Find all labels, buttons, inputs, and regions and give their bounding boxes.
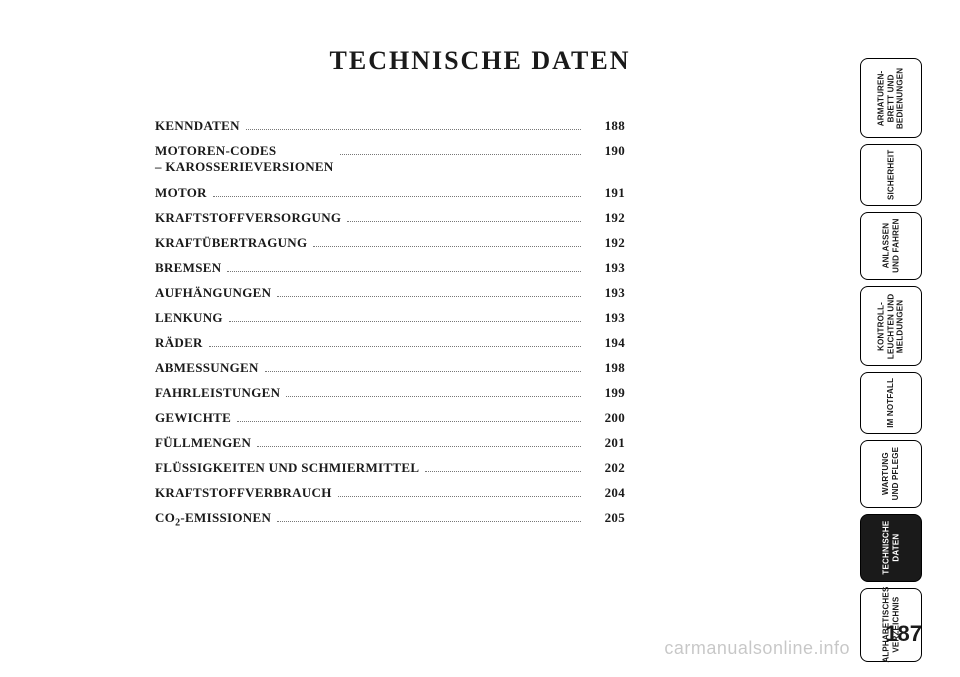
- section-tab[interactable]: SICHERHEIT: [860, 144, 922, 206]
- toc-leader: [313, 236, 581, 246]
- toc-row: FLÜSSIGKEITEN UND SCHMIERMITTEL 202: [155, 460, 625, 476]
- toc-page-number: 199: [587, 385, 625, 401]
- toc-row: LENKUNG 193: [155, 310, 625, 326]
- toc-page-number: 188: [587, 118, 625, 134]
- toc-leader: [338, 486, 581, 496]
- toc-page-number: 193: [587, 260, 625, 276]
- table-of-contents: KENNDATEN 188 MOTOREN-CODES – KAROSSERIEVE…: [155, 118, 625, 535]
- toc-row: KRAFTSTOFFVERBRAUCH 204: [155, 485, 625, 501]
- toc-label: KRAFTÜBERTRAGUNG: [155, 235, 307, 251]
- toc-page-number: 205: [587, 510, 625, 526]
- toc-leader: [347, 211, 581, 221]
- toc-row: BREMSEN 193: [155, 260, 625, 276]
- section-tab[interactable]: IM NOTFALL: [860, 372, 922, 434]
- toc-row: KRAFTÜBERTRAGUNG 192: [155, 235, 625, 251]
- toc-row: FAHRLEISTUNGEN 199: [155, 385, 625, 401]
- toc-page-number: 193: [587, 285, 625, 301]
- toc-label: CO2-EMISSIONEN: [155, 510, 271, 526]
- section-tab-label: WARTUNG UND PFLEGE: [881, 447, 900, 501]
- toc-label: MOTOR: [155, 185, 207, 201]
- toc-leader: [209, 336, 581, 346]
- watermark: carmanualsonline.info: [664, 638, 850, 659]
- toc-page-number: 192: [587, 235, 625, 251]
- toc-label: MOTOREN-CODES – KAROSSERIEVERSIONEN: [155, 143, 334, 176]
- toc-label: ABMESSUNGEN: [155, 360, 259, 376]
- toc-label: LENKUNG: [155, 310, 223, 326]
- toc-page-number: 198: [587, 360, 625, 376]
- toc-label: RÄDER: [155, 335, 203, 351]
- toc-page-number: 194: [587, 335, 625, 351]
- toc-page-number: 204: [587, 485, 625, 501]
- toc-leader: [229, 311, 581, 321]
- toc-row: FÜLLMENGEN 201: [155, 435, 625, 451]
- manual-page: TECHNISCHE DATEN KENNDATEN 188 MOTOREN-COD…: [0, 0, 960, 677]
- toc-leader: [265, 361, 581, 371]
- toc-row: MOTOR 191: [155, 185, 625, 201]
- toc-row: KRAFTSTOFFVERSORGUNG 192: [155, 210, 625, 226]
- toc-leader: [286, 386, 581, 396]
- section-tab-label: IM NOTFALL: [886, 378, 896, 428]
- toc-page-number: 193: [587, 310, 625, 326]
- section-tab-label: TECHNISCHE DATEN: [881, 521, 900, 575]
- section-tab[interactable]: KONTROLL- LEUCHTEN UND MELDUNGEN: [860, 286, 922, 366]
- section-tab[interactable]: WARTUNG UND PFLEGE: [860, 440, 922, 508]
- toc-leader: [425, 461, 581, 471]
- toc-row: GEWICHTE 200: [155, 410, 625, 426]
- toc-leader: [257, 436, 581, 446]
- section-tab[interactable]: ARMATUREN- BRETT UND BEDIENUNGEN: [860, 58, 922, 138]
- toc-page-number: 200: [587, 410, 625, 426]
- toc-leader: [237, 411, 581, 421]
- toc-leader: [246, 120, 581, 130]
- toc-page-number: 192: [587, 210, 625, 226]
- toc-label: FÜLLMENGEN: [155, 435, 251, 451]
- toc-label: KENNDATEN: [155, 118, 240, 134]
- page-number: 187: [885, 621, 922, 647]
- toc-page-number: 191: [587, 185, 625, 201]
- toc-row: MOTOREN-CODES – KAROSSERIEVERSIONEN 190: [155, 143, 625, 176]
- toc-page-number: 190: [587, 143, 625, 159]
- toc-leader: [277, 286, 581, 296]
- toc-page-number: 201: [587, 435, 625, 451]
- toc-row: RÄDER 194: [155, 335, 625, 351]
- page-title: TECHNISCHE DATEN: [0, 46, 960, 76]
- toc-row: KENNDATEN 188: [155, 118, 625, 134]
- section-tab-label: KONTROLL- LEUCHTEN UND MELDUNGEN: [877, 293, 906, 359]
- section-tab[interactable]: TECHNISCHE DATEN: [860, 514, 922, 582]
- toc-label: GEWICHTE: [155, 410, 231, 426]
- toc-row: CO2-EMISSIONEN 205: [155, 510, 625, 526]
- toc-page-number: 202: [587, 460, 625, 476]
- toc-label: KRAFTSTOFFVERSORGUNG: [155, 210, 341, 226]
- toc-row: ABMESSUNGEN 198: [155, 360, 625, 376]
- toc-row: AUFHÄNGUNGEN 193: [155, 285, 625, 301]
- toc-leader: [213, 186, 581, 196]
- section-tab-label: ARMATUREN- BRETT UND BEDIENUNGEN: [877, 67, 906, 128]
- section-tab-label: SICHERHEIT: [886, 150, 896, 200]
- toc-leader: [340, 145, 581, 155]
- toc-label: FAHRLEISTUNGEN: [155, 385, 280, 401]
- side-tabs: ARMATUREN- BRETT UND BEDIENUNGEN SICHERHE…: [860, 58, 922, 662]
- toc-leader: [277, 511, 581, 521]
- toc-label: BREMSEN: [155, 260, 221, 276]
- section-tab-label: ANLASSEN UND FAHREN: [881, 219, 900, 273]
- toc-label: FLÜSSIGKEITEN UND SCHMIERMITTEL: [155, 460, 419, 476]
- toc-label: KRAFTSTOFFVERBRAUCH: [155, 485, 332, 501]
- section-tab[interactable]: ANLASSEN UND FAHREN: [860, 212, 922, 280]
- toc-label: AUFHÄNGUNGEN: [155, 285, 271, 301]
- toc-leader: [227, 261, 581, 271]
